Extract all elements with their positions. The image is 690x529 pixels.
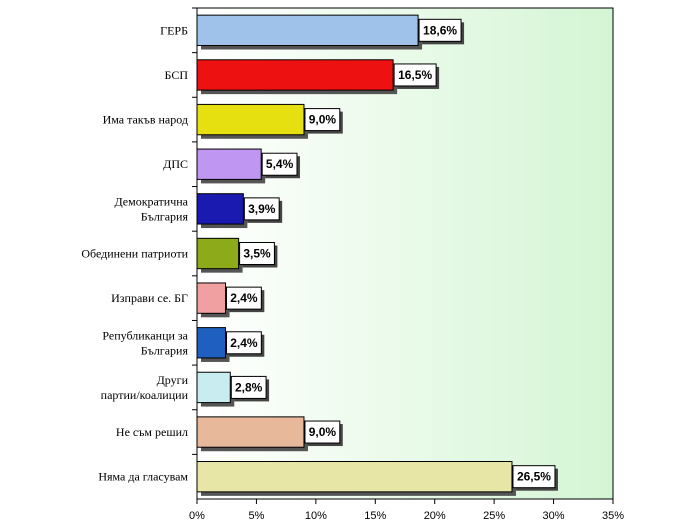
category-label: Обединени патриоти — [81, 247, 188, 261]
x-tick-label: 30% — [543, 510, 565, 522]
x-tick-label: 25% — [483, 510, 505, 522]
category-label: Други партии/коалиции — [101, 373, 189, 402]
category-label: БСП — [165, 68, 189, 82]
value-label: 2,4% — [230, 336, 258, 350]
x-tick-label: 10% — [305, 510, 327, 522]
x-tick-label: 5% — [248, 510, 264, 522]
category-label: Републиканци за България — [102, 328, 188, 357]
category-labels: ГЕРБ БСП Има такъв народ ДПС Демократична Бъл… — [81, 23, 188, 483]
value-label: 26,5% — [517, 470, 551, 484]
category-label: ГЕРБ — [160, 23, 188, 37]
x-axis: 0% 5% 10% 15% 20% 25% 30% 35% — [189, 7, 624, 522]
value-label: 5,4% — [266, 157, 294, 171]
x-tick-label: 35% — [602, 510, 624, 522]
value-label-box — [226, 286, 262, 310]
bar-5 — [196, 193, 244, 225]
bar-2 — [196, 59, 394, 91]
bar-1 — [196, 14, 419, 46]
value-label: 9,0% — [309, 425, 337, 439]
category-label: Има такъв народ — [103, 113, 188, 127]
category-label: Демократична България — [114, 194, 188, 223]
value-label-box — [239, 242, 275, 265]
value-label-box — [226, 331, 262, 355]
category-label: Не съм решил — [116, 425, 188, 439]
value-label: 2,4% — [230, 291, 258, 305]
bar-8 — [196, 327, 227, 359]
category-label: ДПС — [163, 157, 188, 171]
bar-4 — [196, 148, 262, 180]
x-tick-label: 20% — [424, 510, 446, 522]
value-label: 2,8% — [235, 380, 263, 394]
value-label-box — [243, 197, 280, 221]
bar-6 — [196, 237, 240, 270]
value-label: 9,0% — [309, 113, 337, 127]
category-label: Изправи се. БГ — [111, 291, 188, 305]
x-tick-label: 0% — [189, 510, 205, 522]
value-label-box — [512, 465, 556, 489]
bar-9 — [196, 371, 231, 404]
value-label: 16,5% — [398, 68, 432, 82]
value-label-box — [304, 420, 341, 444]
category-label: Няма да гласувам — [98, 470, 188, 484]
value-label: 3,5% — [243, 247, 271, 261]
value-label-box — [304, 108, 341, 132]
x-tick-label: 15% — [364, 510, 386, 522]
value-label: 18,6% — [423, 23, 457, 37]
value-label-box — [230, 375, 267, 399]
value-label-box — [418, 18, 462, 42]
value-label: 3,9% — [248, 202, 276, 216]
bars: 18,6% 16,5% 9,0% 5,4% 3,9% 3,5% 2,4% 2,4% 2,8% 9,… — [196, 14, 558, 496]
bar-10 — [196, 416, 305, 448]
bar-11 — [196, 461, 513, 493]
value-label-box — [393, 63, 437, 87]
bar-3 — [196, 103, 305, 136]
bar-7 — [196, 282, 227, 314]
value-label-box — [261, 152, 298, 176]
